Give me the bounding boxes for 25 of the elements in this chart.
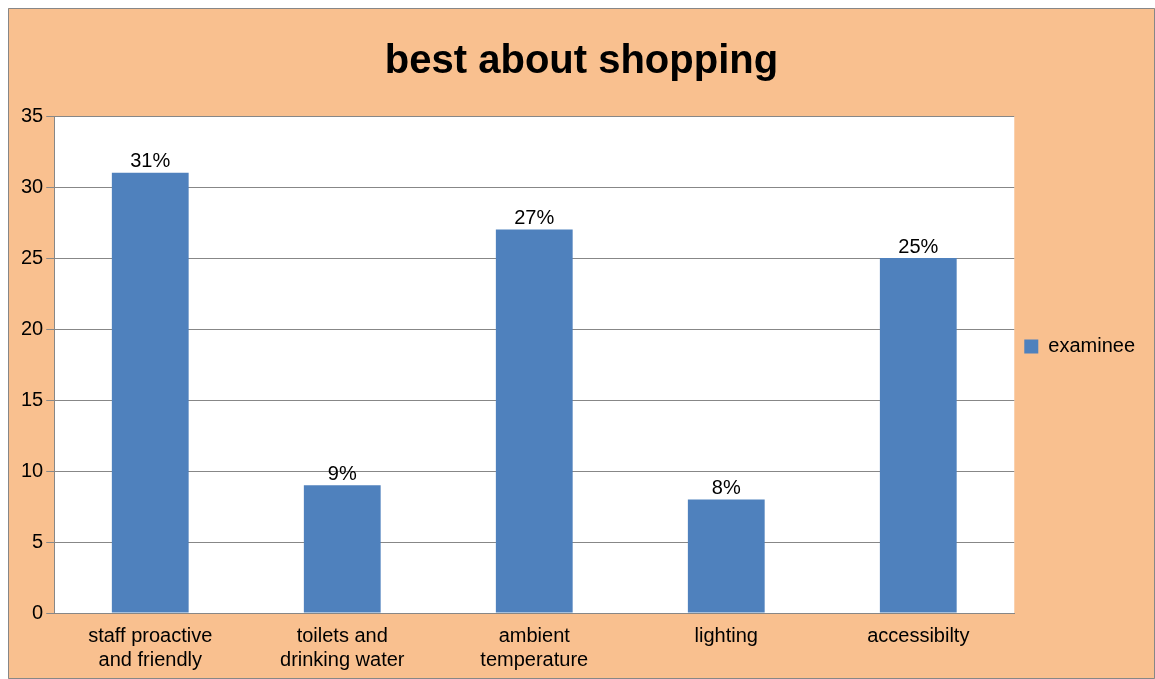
x-tick-label: lighting — [694, 623, 758, 646]
chart-title: best about shopping — [384, 37, 779, 82]
data-label: 8% — [711, 475, 741, 498]
y-tick-label: 25 — [21, 245, 44, 268]
x-tick-label: toilets and drinking water — [280, 623, 405, 670]
x-tick-label: staff proactive and friendly — [88, 623, 213, 670]
y-tick-label: 15 — [21, 387, 44, 410]
y-tick-label: 35 — [21, 103, 44, 126]
x-tick-label: accessibilty — [867, 623, 970, 646]
legend-label: examinee — [1048, 334, 1135, 357]
x-tick-label: ambient temperature — [480, 623, 589, 670]
y-tick-label: 0 — [32, 600, 44, 623]
bar — [687, 499, 765, 613]
data-label: 25% — [898, 234, 939, 257]
data-label: 27% — [514, 206, 555, 229]
y-tick-label: 30 — [21, 174, 44, 197]
bar — [879, 258, 957, 613]
bar — [111, 172, 189, 613]
y-tick-label: 5 — [32, 529, 44, 552]
bar — [495, 229, 573, 613]
y-tick-label: 10 — [21, 458, 44, 481]
data-label: 31% — [130, 149, 171, 172]
y-tick-label: 20 — [21, 316, 44, 339]
bar — [303, 485, 381, 613]
data-label: 9% — [327, 461, 357, 484]
